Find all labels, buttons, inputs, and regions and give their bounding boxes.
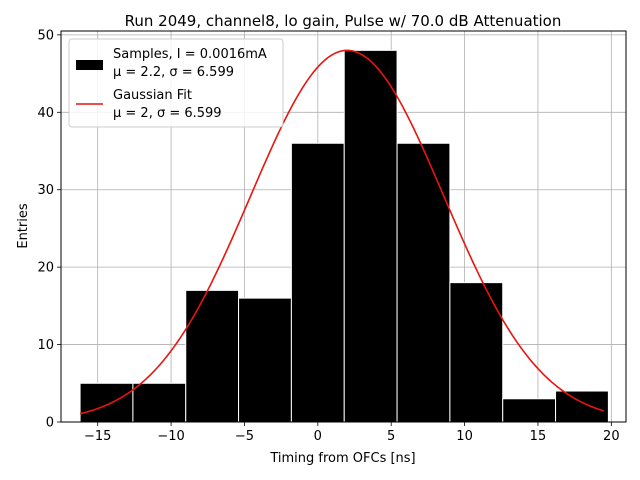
y-tick-label: 10 bbox=[37, 338, 54, 353]
histogram-bar bbox=[555, 390, 609, 423]
histogram-bar bbox=[185, 289, 240, 423]
legend-samples-swatch bbox=[76, 60, 103, 70]
y-tick-label: 50 bbox=[37, 28, 54, 43]
y-tick-label: 40 bbox=[37, 106, 54, 121]
histogram-bar bbox=[449, 282, 504, 423]
histogram-bar bbox=[290, 142, 345, 423]
legend-box bbox=[68, 38, 284, 128]
x-tick-label: 15 bbox=[530, 429, 547, 444]
x-tick-label: −15 bbox=[84, 429, 111, 444]
x-tick-label: 10 bbox=[456, 429, 473, 444]
y-axis-label: Entries bbox=[16, 203, 31, 249]
y-tick-label: 20 bbox=[37, 261, 54, 276]
x-tick-label: 5 bbox=[387, 429, 395, 444]
x-tick-label: 20 bbox=[603, 429, 620, 444]
histogram-bars bbox=[79, 49, 609, 423]
legend-fit-label: Gaussian Fit bbox=[113, 88, 192, 103]
legend-samples-label: Samples, I = 0.0016mA bbox=[113, 47, 267, 62]
plot-frame bbox=[60, 30, 627, 423]
histogram-bar bbox=[343, 49, 398, 423]
x-tick-label: −5 bbox=[235, 429, 254, 444]
histogram-bar bbox=[396, 142, 451, 423]
gaussian-fit-curve bbox=[79, 49, 605, 415]
histogram-bar bbox=[502, 398, 557, 423]
legend-fit-stats: μ = 2, σ = 6.599 bbox=[113, 106, 222, 121]
chart-title: Run 2049, channel8, lo gain, Pulse w/ 70… bbox=[125, 12, 562, 30]
histogram-bar bbox=[132, 382, 187, 423]
legend: Samples, I = 0.0016mA μ = 2.2, σ = 6.599… bbox=[68, 38, 284, 128]
legend-samples-stats: μ = 2.2, σ = 6.599 bbox=[113, 65, 234, 80]
y-tick-label: 0 bbox=[46, 416, 54, 431]
x-axis-ticks: −15 −10 −5 0 5 10 15 20 bbox=[84, 422, 620, 444]
histogram-bar bbox=[238, 297, 292, 423]
x-tick-label: 0 bbox=[314, 429, 322, 444]
x-tick-label: −10 bbox=[157, 429, 184, 444]
histogram-bar bbox=[79, 382, 134, 423]
y-axis-ticks: 0 10 20 30 40 50 bbox=[37, 28, 61, 431]
y-tick-label: 30 bbox=[37, 183, 54, 198]
x-axis-label: Timing from OFCs [ns] bbox=[269, 451, 415, 466]
